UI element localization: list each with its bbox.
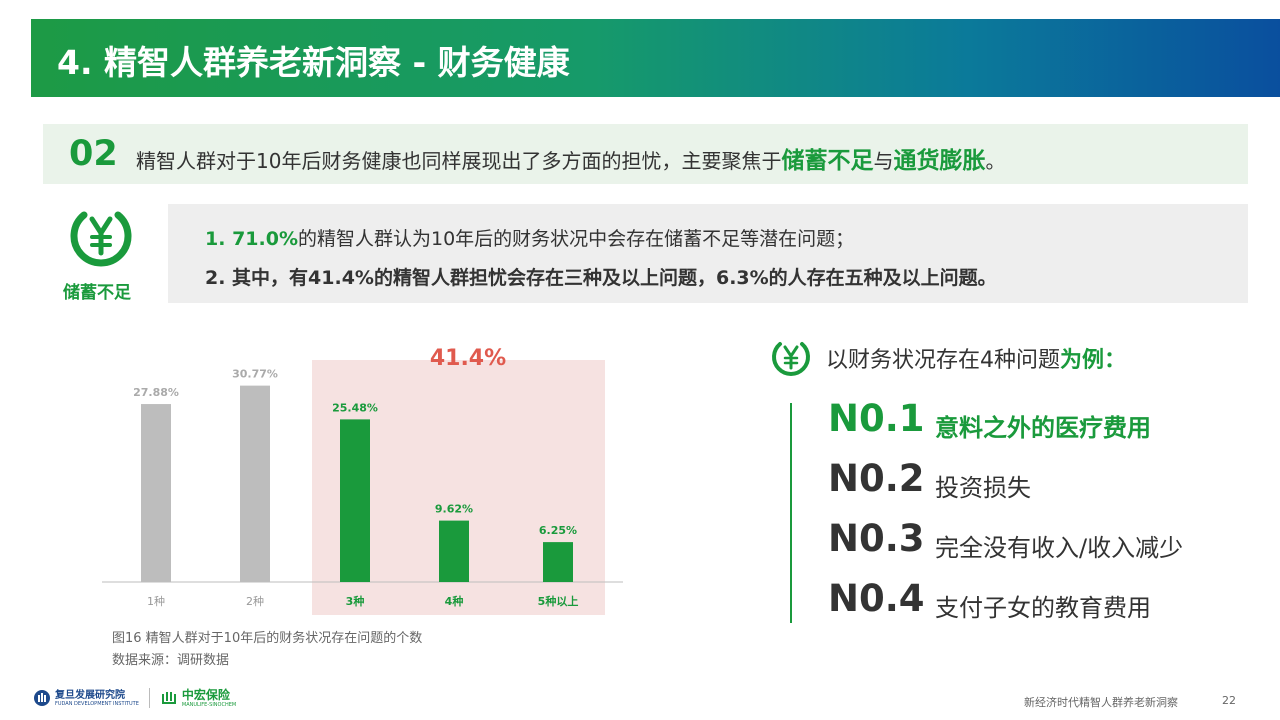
section-number: 02 — [69, 134, 118, 174]
data-label-4: 9.62% — [435, 503, 473, 516]
key-point-1-highlight: 71.0% — [232, 228, 298, 250]
badge-label: 储蓄不足 — [63, 283, 131, 303]
yen-circle-icon — [772, 342, 810, 376]
rank-text-3: 完全没有收入/收入减少 — [935, 534, 1184, 562]
rank-text-4: 支付子女的教育费用 — [935, 594, 1151, 622]
fudan-emblem-icon — [34, 690, 50, 706]
manulife-logo: 中宏保险 MANULIFE-SINOCHEM — [160, 687, 237, 708]
bar-2 — [240, 385, 270, 582]
example-title: 以财务状况存在4种问题为例： — [826, 342, 1126, 374]
summary-text-before: 精智人群对于10年后财务健康也同样展现出了多方面的担忧，主要聚焦于 — [136, 149, 782, 173]
summary-end: 。 — [985, 149, 1006, 173]
logo-separator — [148, 688, 150, 708]
rank-text-1: 意料之外的医疗费用 — [935, 414, 1151, 442]
yen-circle-icon — [70, 211, 132, 267]
summary-highlight-inflation: 通货膨胀 — [893, 148, 986, 174]
rank-number-4: N0.4 — [828, 577, 925, 620]
data-label-3: 25.48% — [332, 401, 378, 414]
example-title-prefix: 以财务状况存在4种问题 — [826, 348, 1060, 373]
report-name: 新经济时代精智人群养老新洞察 — [1024, 696, 1178, 709]
tick-label-4: 4种 — [445, 594, 464, 608]
data-source: 数据来源：调研数据 — [112, 653, 230, 668]
rank-text-2: 投资损失 — [935, 474, 1031, 502]
manulife-logo-text: 中宏保险 — [181, 687, 230, 702]
bar-5 — [543, 542, 573, 582]
bar-4 — [439, 520, 469, 582]
data-label-5: 6.25% — [539, 524, 577, 537]
rank-number-2: N0.2 — [828, 457, 925, 500]
summary-highlight-savings: 储蓄不足 — [781, 148, 874, 174]
key-point-1-prefix: 1. — [205, 228, 233, 250]
bar-chart: 27.88% 1种 30.77% 2种 25.48% 3种 9.62% 4种 6.25% 5种以上… — [102, 346, 623, 615]
manulife-logo-subtext: MANULIFE-SINOCHEM — [181, 701, 237, 708]
page-number: 22 — [1222, 694, 1236, 707]
data-label-2: 30.77% — [232, 368, 278, 381]
summary-text: 精智人群对于10年后财务健康也同样展现出了多方面的担忧，主要聚焦于储蓄不足与通货… — [136, 141, 1005, 175]
summary-connector: 与 — [873, 149, 894, 173]
page-title: 4. 精智人群养老新洞察 - 财务健康 — [57, 43, 570, 82]
key-point-2: 2. 其中，有41.4%的精智人群担忧会存在三种及以上问题，6.3%的人存在五种… — [205, 267, 997, 289]
fudan-logo-text: 复旦发展研究院 — [55, 689, 125, 701]
rank-number-3: N0.3 — [828, 517, 925, 560]
key-points-box: 1. 71.0%的精智人群认为10年后的财务状况中会存在储蓄不足等潜在问题； 2… — [168, 204, 1248, 303]
ranking-divider — [790, 403, 792, 623]
data-label-1: 27.88% — [133, 386, 179, 399]
summary-box: 02 精智人群对于10年后财务健康也同样展现出了多方面的担忧，主要聚焦于储蓄不足… — [43, 124, 1248, 184]
fudan-logo-subtext: FUDAN DEVELOPMENT INSTITUTE — [55, 700, 139, 707]
rank-number-1: N0.1 — [828, 397, 925, 440]
fudan-logo: 复旦发展研究院 FUDAN DEVELOPMENT INSTITUTE — [33, 689, 139, 707]
tick-label-1: 1种 — [147, 594, 165, 608]
footer-logos: 复旦发展研究院 FUDAN DEVELOPMENT INSTITUTE 中宏保险… — [33, 688, 236, 708]
manulife-emblem-icon — [161, 692, 176, 704]
tick-label-3: 3种 — [346, 594, 365, 608]
tick-label-5: 5种以上 — [538, 594, 579, 608]
highlight-total-label: 41.4% — [430, 346, 506, 371]
bar-3 — [340, 419, 370, 582]
title-bar: 4. 精智人群养老新洞察 - 财务健康 — [31, 19, 1280, 97]
key-point-1-text: 的精智人群认为10年后的财务状况中会存在储蓄不足等潜在问题； — [297, 228, 855, 250]
figure-caption: 图16 精智人群对于10年后的财务状况存在问题的个数 — [112, 631, 423, 646]
bar-1 — [141, 404, 171, 582]
tick-label-2: 2种 — [246, 594, 264, 608]
key-point-1: 1. 71.0%的精智人群认为10年后的财务状况中会存在储蓄不足等潜在问题； — [205, 224, 854, 251]
example-title-bold: 为例： — [1060, 348, 1127, 373]
